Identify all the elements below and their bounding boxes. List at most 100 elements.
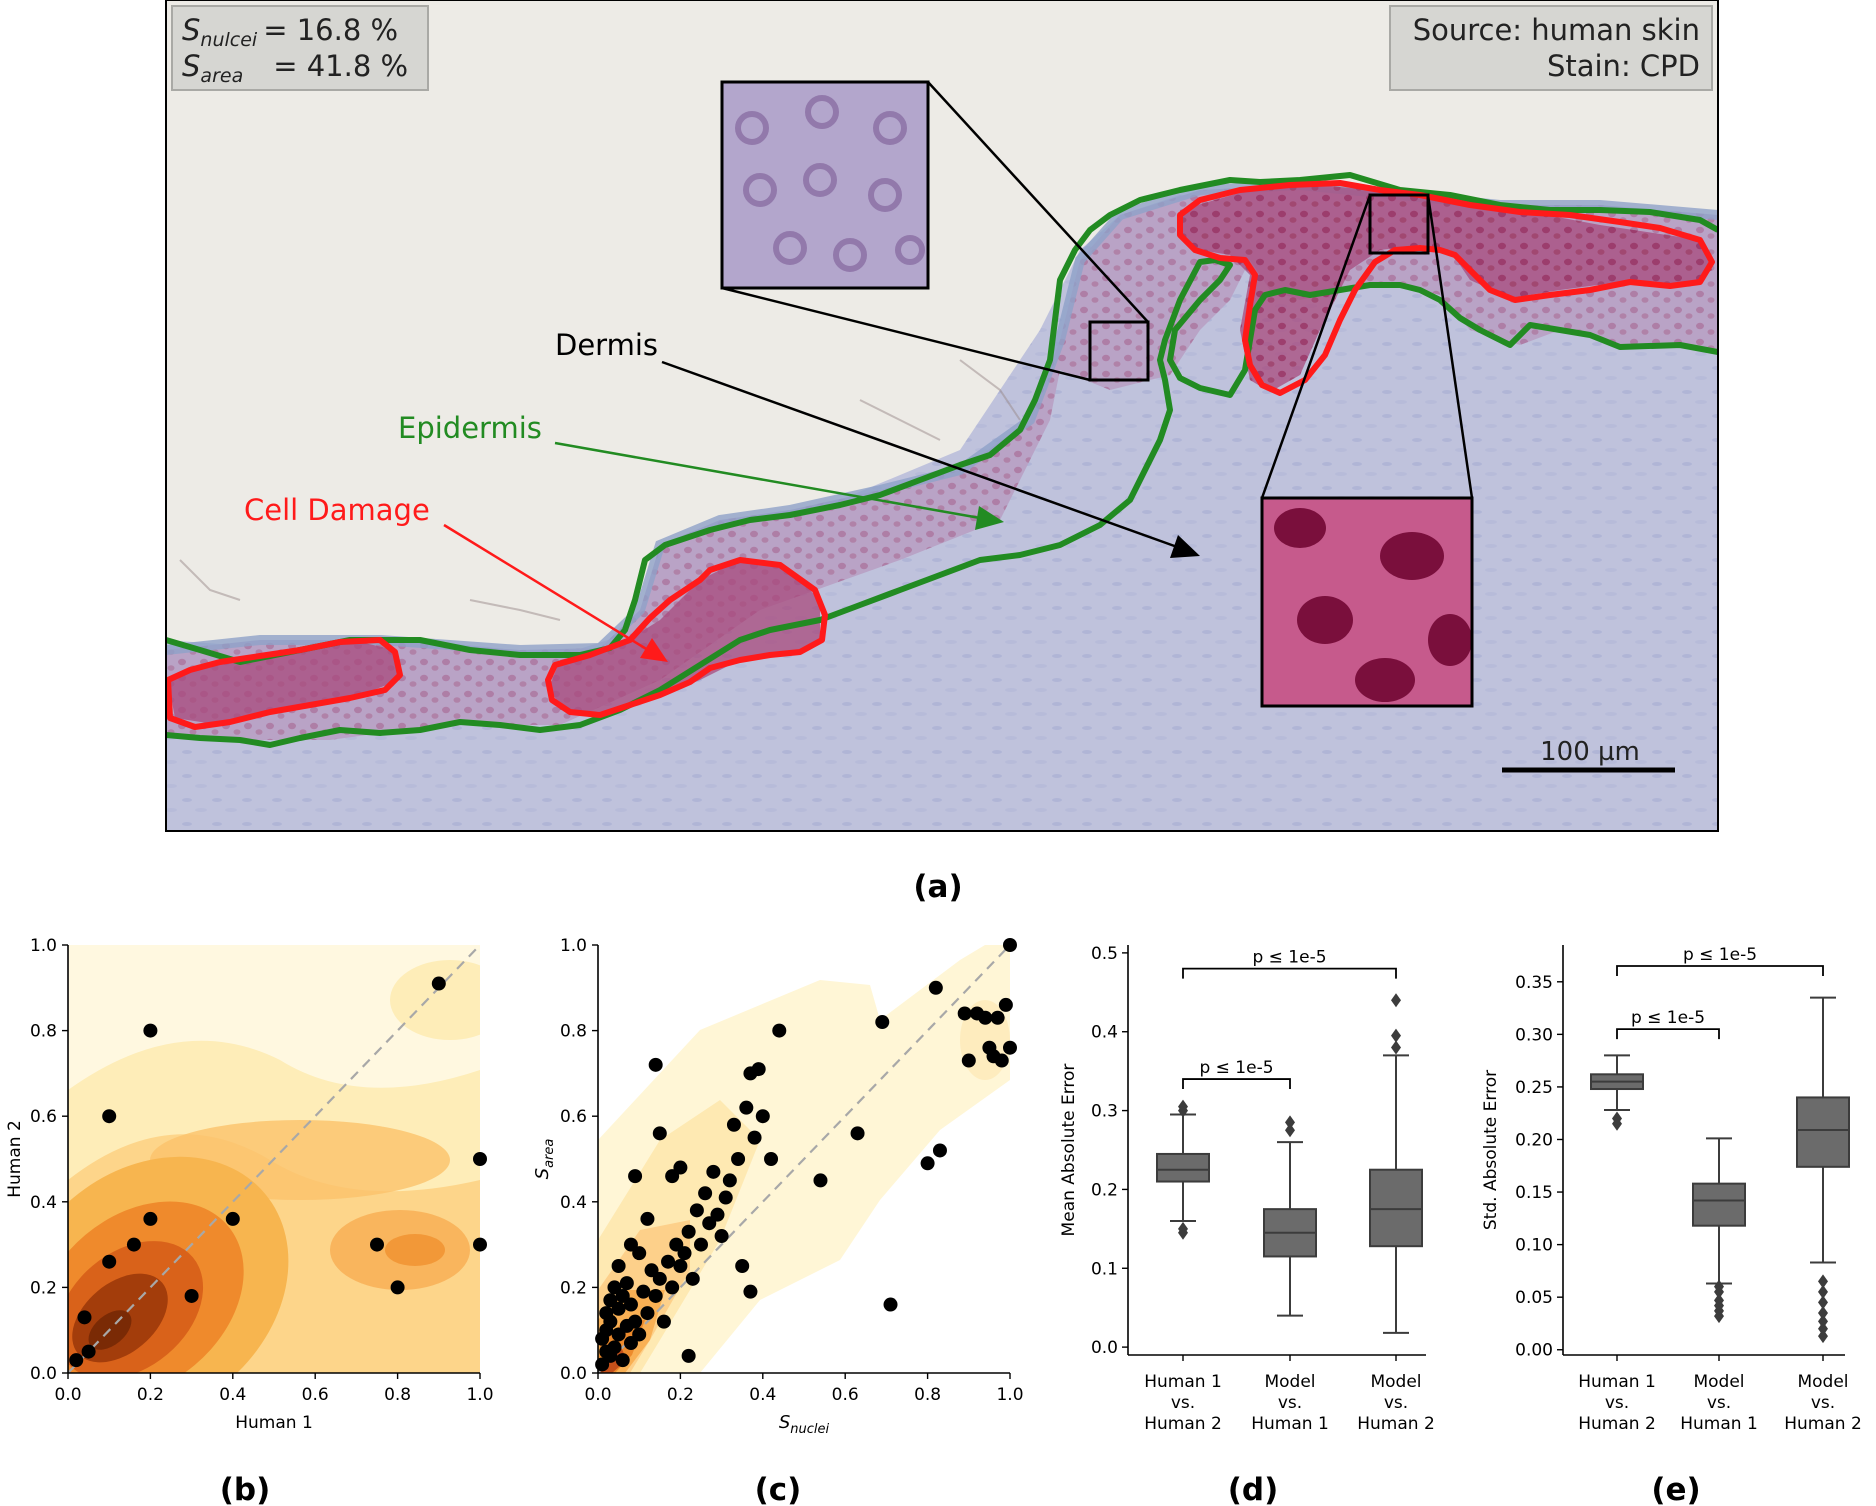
data-point bbox=[706, 1164, 721, 1179]
data-point bbox=[652, 1126, 667, 1141]
data-point bbox=[648, 1057, 663, 1072]
y-tick-label: 0.6 bbox=[30, 1107, 57, 1127]
data-point bbox=[681, 1224, 696, 1239]
y-tick-label: 0.15 bbox=[1515, 1183, 1553, 1203]
data-point bbox=[143, 1211, 158, 1226]
data-point bbox=[640, 1211, 655, 1226]
data-point bbox=[739, 1100, 754, 1115]
box-outlier bbox=[1178, 1221, 1188, 1236]
data-point bbox=[685, 1271, 700, 1286]
data-point bbox=[772, 1023, 787, 1038]
data-point bbox=[961, 1053, 976, 1068]
y-tick-label: 0.20 bbox=[1515, 1130, 1553, 1150]
data-point bbox=[673, 1160, 688, 1175]
data-point bbox=[431, 976, 446, 991]
y-tick-label: 0.2 bbox=[1091, 1180, 1118, 1200]
svg-text:100 µm: 100 µm bbox=[1540, 737, 1640, 767]
y-tick-label: 0.4 bbox=[1091, 1023, 1118, 1043]
panel-a-label: (a) bbox=[913, 869, 962, 905]
x-axis-title-subscript: nuclei bbox=[790, 1422, 829, 1437]
data-point bbox=[473, 1237, 487, 1252]
box-body bbox=[1692, 1182, 1746, 1227]
source-box: Source: human skin Stain: CPD bbox=[1389, 5, 1713, 91]
data-point bbox=[978, 1010, 993, 1025]
panel-b-label: (b) bbox=[220, 1472, 271, 1506]
epidermis-outline bbox=[166, 172, 1718, 748]
zoom-source-box-epidermis bbox=[1088, 320, 1150, 382]
y-tick-label: 0.0 bbox=[560, 1364, 587, 1384]
damage-outline-mid bbox=[545, 557, 828, 718]
data-point bbox=[920, 1156, 935, 1171]
y-tick-label: 0.8 bbox=[560, 1022, 587, 1042]
stain-text: Stain: CPD bbox=[1547, 49, 1700, 83]
significance-bracket bbox=[1182, 967, 1397, 979]
x-category-label: Human 1 bbox=[1144, 1372, 1222, 1392]
data-point bbox=[673, 1259, 688, 1273]
box-outlier bbox=[1818, 1305, 1828, 1320]
data-point bbox=[755, 1109, 770, 1124]
data-point bbox=[390, 1280, 405, 1295]
epidermis-arrow bbox=[554, 441, 1004, 530]
data-point bbox=[875, 1015, 890, 1030]
data-point bbox=[665, 1280, 680, 1295]
data-point bbox=[473, 1152, 487, 1166]
panel-e-label: (e) bbox=[1651, 1472, 1700, 1506]
x-category-label: vs. bbox=[1384, 1393, 1408, 1413]
data-point bbox=[628, 1314, 643, 1329]
y-tick-label: 0.4 bbox=[30, 1193, 57, 1213]
data-point bbox=[710, 1207, 725, 1222]
y-tick-label: 0.1 bbox=[1091, 1259, 1118, 1279]
box-outlier bbox=[1714, 1293, 1724, 1308]
panel-c-scatter-chart: 0.0 0.2 0.4 0.6 0.8 1.0 0.0 0.2 0.4 0.6 0.8 1.0 Snuc… bbox=[532, 936, 1024, 1506]
x-tick-label: 0.4 bbox=[219, 1385, 246, 1405]
data-point bbox=[102, 1109, 117, 1124]
y-tick-label: 0.00 bbox=[1515, 1341, 1553, 1361]
data-point bbox=[813, 1173, 828, 1188]
x-category-label: Model bbox=[1370, 1372, 1421, 1392]
y-tick-label: 0.0 bbox=[1091, 1338, 1118, 1358]
x-tick-label: 0.8 bbox=[384, 1385, 411, 1405]
svg-text:Snulcei= 16.8 %: Snulcei = 16.8 % bbox=[182, 13, 398, 51]
box-outlier bbox=[1818, 1274, 1828, 1289]
x-tick-label: 0.2 bbox=[667, 1385, 694, 1405]
y-tick-label: 0.0 bbox=[30, 1364, 57, 1384]
box-body bbox=[1369, 1168, 1423, 1248]
data-point bbox=[751, 1062, 766, 1077]
data-point bbox=[77, 1310, 92, 1325]
x-category-label: Human 1 bbox=[1680, 1414, 1758, 1434]
inset-damage-zoom bbox=[1260, 496, 1474, 708]
data-point bbox=[883, 1297, 898, 1312]
x-tick-label: 1.0 bbox=[466, 1385, 493, 1405]
data-point bbox=[998, 997, 1013, 1012]
data-point bbox=[126, 1237, 141, 1252]
stats-box: Snulcei = 16.8 % Sarea = 41.8 % bbox=[171, 5, 429, 91]
data-point bbox=[225, 1211, 240, 1226]
cell-damage-arrow bbox=[443, 523, 668, 662]
x-axis-title: Snuclei bbox=[779, 1412, 830, 1437]
panel-a-micrograph: Dermis Epidermis Cell Damage Snulcei = 16… bbox=[165, 0, 1719, 905]
x-category-label: Human 2 bbox=[1578, 1414, 1656, 1434]
y-tick-label: 1.0 bbox=[560, 936, 587, 956]
data-point bbox=[1003, 938, 1017, 952]
data-point bbox=[623, 1297, 638, 1312]
x-category-label: Human 2 bbox=[1357, 1414, 1435, 1434]
data-point bbox=[615, 1353, 630, 1368]
data-point bbox=[747, 1130, 762, 1145]
y-tick-label: 0.30 bbox=[1515, 1025, 1553, 1045]
source-text: Source: human skin bbox=[1413, 13, 1700, 47]
panel-c-label: (c) bbox=[755, 1472, 802, 1506]
inset-epidermis-zoom bbox=[720, 80, 930, 290]
x-category-label: Model bbox=[1797, 1372, 1848, 1392]
data-point bbox=[726, 1117, 741, 1132]
data-point bbox=[689, 1203, 704, 1218]
box-outlier bbox=[1714, 1279, 1724, 1294]
data-point bbox=[632, 1327, 647, 1342]
data-point bbox=[632, 1246, 647, 1261]
data-point bbox=[102, 1254, 117, 1269]
box-outlier bbox=[1818, 1295, 1828, 1310]
significance-label: p ≤ 1e-5 bbox=[1631, 1008, 1705, 1028]
damage-outline-left bbox=[166, 637, 403, 730]
y-tick-label: 0.8 bbox=[30, 1022, 57, 1042]
x-category-label: vs. bbox=[1707, 1393, 1731, 1413]
